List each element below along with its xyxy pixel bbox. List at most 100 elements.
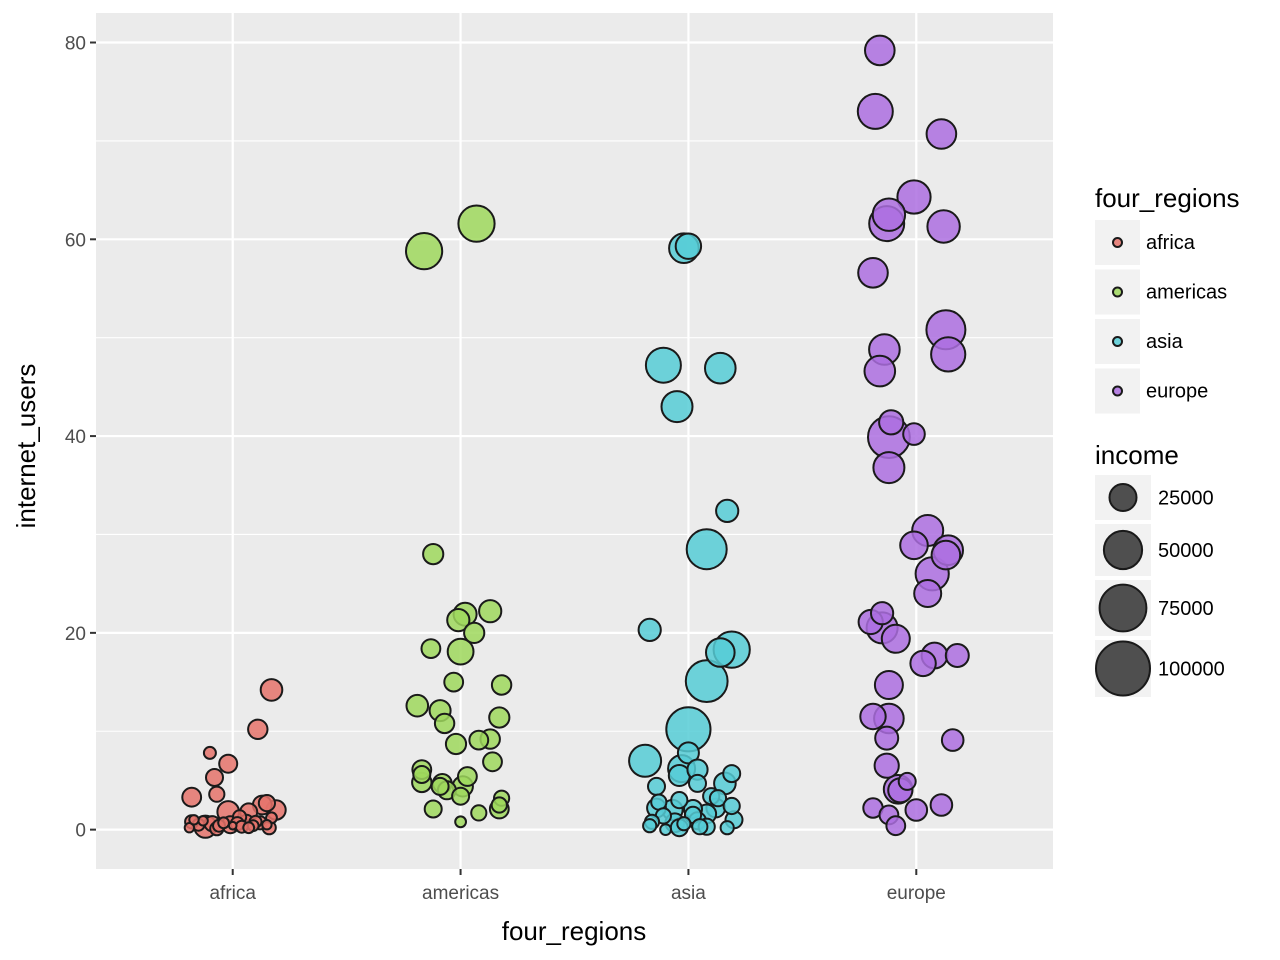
data-point-africa [227, 820, 238, 831]
legend-key-europe [1112, 385, 1123, 397]
legend-label-africa: africa [1146, 232, 1196, 254]
legend-size-label: 25000 [1158, 488, 1214, 510]
data-point-africa [261, 819, 273, 831]
legend-size-key [1095, 640, 1151, 697]
data-point-americas [430, 776, 450, 796]
data-point-europe [930, 539, 962, 571]
data-point-europe [885, 815, 907, 837]
data-point-asia [715, 498, 740, 523]
data-point-europe [897, 771, 917, 791]
x-tick-label: africa [209, 883, 256, 904]
data-point-asia [684, 659, 729, 703]
data-point-asia [647, 776, 666, 796]
legend-size-key [1098, 583, 1148, 633]
legend-key-asia [1112, 336, 1123, 347]
data-point-africa [257, 794, 276, 813]
data-point-europe [863, 354, 897, 388]
data-point-americas [405, 693, 430, 718]
data-point-europe [902, 422, 926, 446]
data-point-africa [259, 678, 284, 702]
legend-color-title: four_regions [1095, 183, 1240, 213]
data-point-americas [443, 671, 465, 693]
data-point-asia [719, 820, 735, 836]
data-point-europe [871, 197, 907, 232]
y-tick-label: 20 [65, 624, 86, 645]
data-point-europe [873, 752, 900, 779]
legend-size-label: 100000 [1158, 659, 1225, 681]
legend-label-asia: asia [1146, 331, 1184, 353]
data-point-europe [929, 793, 954, 817]
legend: four_regions africa americas asia europe in… [1095, 183, 1240, 697]
x-tick-label: americas [422, 883, 499, 904]
data-point-americas [423, 799, 443, 819]
data-point-africa [202, 745, 217, 760]
data-point-europe [873, 670, 904, 700]
data-point-asia [722, 764, 742, 784]
data-point-asia [691, 818, 709, 836]
legend-size-title: income [1095, 440, 1179, 470]
x-tick-label: europe [887, 883, 946, 904]
data-point-asia [674, 232, 703, 260]
data-point-europe [925, 118, 958, 150]
x-axis-title: four_regions [502, 916, 647, 946]
data-point-asia [659, 823, 672, 836]
data-point-asia [670, 791, 689, 810]
legend-color-keys: africa americas asia europe [1095, 220, 1227, 414]
legend-size-keys: 25000 50000 75000 100000 [1095, 475, 1225, 697]
data-point-americas [470, 804, 488, 822]
data-point-americas [457, 204, 496, 243]
x-tick-label: asia [671, 883, 706, 904]
legend-size-key [1102, 529, 1144, 571]
data-point-americas [454, 815, 468, 829]
data-point-americas [405, 232, 444, 271]
data-point-europe [896, 179, 932, 215]
data-point-africa [197, 815, 209, 827]
data-point-americas [444, 732, 468, 756]
legend-label-americas: americas [1146, 282, 1227, 304]
y-tick-label: 0 [75, 821, 86, 842]
data-point-africa [181, 786, 203, 808]
data-point-americas [412, 765, 432, 784]
data-point-asia [637, 617, 662, 643]
legend-key-americas [1112, 286, 1123, 298]
data-point-americas [478, 599, 503, 624]
y-tick-label: 40 [65, 427, 86, 448]
data-point-americas [468, 729, 490, 751]
data-point-americas [420, 638, 442, 659]
data-point-asia [644, 346, 682, 384]
data-point-asia [704, 351, 737, 385]
data-point-europe [930, 336, 967, 373]
data-point-asia [688, 773, 707, 793]
data-point-asia [722, 796, 741, 816]
data-point-americas [433, 712, 456, 735]
y-tick-label: 80 [65, 34, 86, 55]
data-point-africa [205, 768, 224, 787]
data-point-asia [660, 390, 694, 424]
data-point-americas [457, 766, 478, 787]
legend-size-key [1108, 483, 1138, 512]
data-points [181, 34, 970, 839]
data-point-europe [904, 798, 929, 822]
legend-size-label: 50000 [1158, 540, 1214, 562]
data-point-africa [208, 785, 226, 803]
data-point-asia [628, 743, 663, 778]
data-point-americas [446, 637, 475, 666]
data-point-americas [490, 796, 508, 814]
legend-label-europe: europe [1146, 381, 1208, 403]
data-point-americas [422, 543, 445, 566]
y-axis: 0 20 40 60 80 [65, 34, 96, 842]
data-point-europe [874, 725, 900, 751]
data-point-asia [708, 789, 728, 808]
data-point-europe [857, 257, 889, 289]
data-point-europe [926, 209, 961, 244]
data-point-asia [642, 818, 658, 834]
data-point-europe [870, 601, 895, 626]
data-point-europe [899, 530, 929, 561]
data-point-europe [864, 34, 896, 67]
data-point-asia [705, 637, 736, 668]
y-axis-title: internet_users [11, 364, 41, 529]
data-point-asia [676, 816, 692, 832]
data-point-americas [446, 608, 471, 633]
data-point-europe [872, 451, 906, 485]
